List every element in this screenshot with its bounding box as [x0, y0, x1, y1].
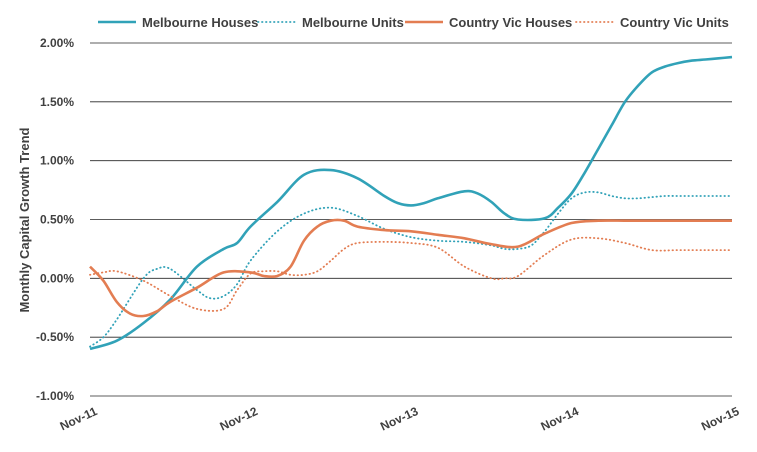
legend-label: Melbourne Units	[302, 15, 404, 30]
legend-label: Melbourne Houses	[142, 15, 258, 30]
series-line-melbourne-houses	[89, 55, 733, 351]
x-tick-label: Nov-12	[218, 404, 260, 434]
x-tick-label: Nov-15	[699, 404, 741, 434]
axes: -1.00% -0.50% 0.00% 0.50% 1.00% 1.50% 2.00% Nov…	[36, 36, 742, 434]
y-tick-label: 2.00%	[40, 36, 74, 50]
x-tick-label: Nov-14	[539, 404, 581, 434]
gridlines	[90, 42, 732, 397]
y-axis-title: Monthly Capital Growth Trend	[17, 127, 32, 312]
series-line-country-vic-units	[89, 236, 733, 312]
y-tick-label: -0.50%	[36, 330, 74, 344]
y-tick-label: -1.00%	[36, 389, 74, 403]
y-tick-label: 0.50%	[40, 213, 74, 227]
legend-label: Country Vic Units	[620, 15, 729, 30]
y-tick-label: 0.00%	[40, 271, 74, 285]
x-tick-label: Nov-11	[58, 404, 100, 433]
legend-label: Country Vic Houses	[449, 15, 572, 30]
y-tick-label: 1.50%	[40, 95, 74, 109]
y-tick-label: 1.00%	[40, 154, 74, 168]
legend: Melbourne Houses Melbourne Units Country V…	[98, 15, 729, 30]
series-line-melbourne-units	[89, 190, 733, 348]
series-line-country-vic-houses	[89, 218, 732, 318]
series-lines	[89, 55, 733, 351]
x-tick-label: Nov-13	[378, 404, 420, 434]
